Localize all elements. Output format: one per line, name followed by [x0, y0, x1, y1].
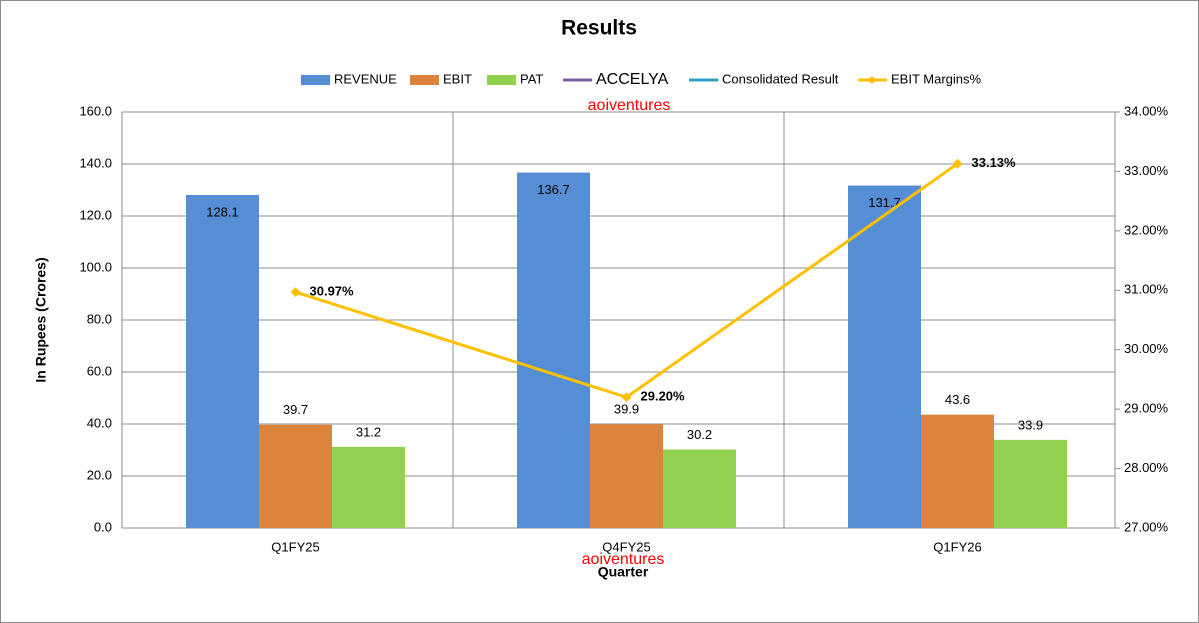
y2-tick-label: 29.00% — [1124, 401, 1169, 416]
bar — [994, 439, 1067, 528]
data-label: 31.2 — [356, 424, 381, 439]
bar — [848, 185, 921, 528]
legend-swatch — [487, 75, 516, 85]
legend-label: PAT — [520, 71, 543, 86]
bar — [663, 449, 736, 528]
y2-tick-label: 27.00% — [1124, 519, 1169, 534]
y-tick-label: 160.0 — [79, 103, 112, 118]
y-tick-label: 120.0 — [79, 207, 112, 222]
x-tick-label: Q4FY25 — [602, 539, 650, 554]
x-tick-label: Q1FY26 — [933, 539, 981, 554]
legend-label: ACCELYA — [596, 71, 669, 88]
y-tick-label: 60.0 — [87, 363, 112, 378]
y-tick-label: 0.0 — [94, 519, 112, 534]
y2-tick-label: 33.00% — [1124, 163, 1169, 178]
bar — [517, 172, 590, 528]
y2-tick-label: 28.00% — [1124, 460, 1169, 475]
marker — [952, 158, 963, 169]
watermark: aoiventures — [588, 97, 671, 114]
chart-title: Results — [561, 17, 637, 40]
data-label: 128.1 — [206, 204, 239, 219]
marker — [621, 392, 632, 403]
x-tick-label: Q1FY25 — [271, 539, 319, 554]
data-label: 33.9 — [1018, 417, 1043, 432]
y-tick-label: 100.0 — [79, 259, 112, 274]
legend-label: REVENUE — [334, 71, 397, 86]
data-label: 29.20% — [641, 389, 686, 404]
y-tick-label: 80.0 — [87, 311, 112, 326]
data-label: 39.7 — [283, 402, 308, 417]
y-tick-label: 140.0 — [79, 155, 112, 170]
bar — [259, 424, 332, 528]
data-label: 30.2 — [687, 427, 712, 442]
bar — [921, 414, 994, 528]
bar — [590, 424, 663, 528]
watermark: aoiventures — [582, 551, 665, 568]
legend-marker — [868, 76, 876, 84]
data-label: 43.6 — [945, 392, 970, 407]
marker — [290, 287, 301, 298]
data-label: 30.97% — [310, 284, 355, 299]
y-axis-title: In Rupees (Crores) — [33, 257, 49, 382]
x-axis-title: Quarter — [598, 564, 649, 580]
y2-tick-label: 30.00% — [1124, 341, 1169, 356]
data-label: 39.9 — [614, 402, 639, 417]
data-label: 131.7 — [868, 195, 901, 210]
y-tick-label: 40.0 — [87, 415, 112, 430]
legend-label: EBIT Margins% — [891, 71, 982, 86]
legend-label: EBIT — [443, 71, 472, 86]
data-label: 136.7 — [537, 182, 570, 197]
legend-swatch — [301, 75, 330, 85]
legend-label: Consolidated Result — [722, 71, 839, 86]
y2-tick-label: 32.00% — [1124, 222, 1169, 237]
y2-tick-label: 31.00% — [1124, 282, 1169, 297]
legend-swatch — [410, 75, 439, 85]
data-label: 33.13% — [972, 155, 1017, 170]
bar — [332, 446, 405, 528]
bar — [186, 194, 259, 528]
y2-tick-label: 34.00% — [1124, 103, 1169, 118]
y-tick-label: 20.0 — [87, 467, 112, 482]
